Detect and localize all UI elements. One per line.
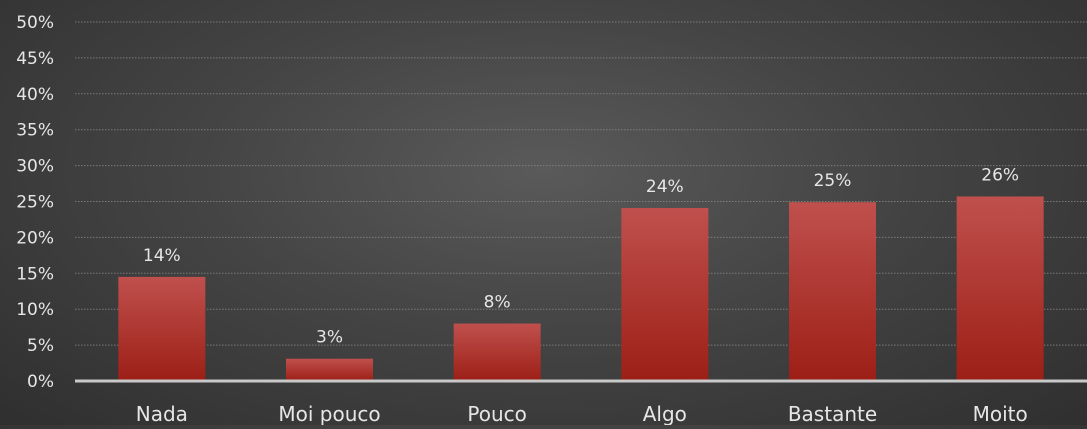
y-tick-label: 15% (16, 264, 54, 284)
data-labels: 14% 3% 8% 24% 25% 26% (143, 165, 1019, 347)
bar (789, 202, 876, 381)
y-axis-ticks: 0% 5% 10% 15% 20% 25% 30% 35% 40% 45% 50% (16, 13, 54, 392)
data-label: 26% (981, 165, 1019, 185)
data-label: 8% (484, 293, 511, 313)
y-tick-label: 20% (16, 228, 54, 248)
x-tick-label: Nada (136, 402, 188, 425)
data-label: 14% (143, 246, 181, 266)
x-tick-label: Algo (643, 402, 687, 425)
x-tick-label: Moi pouco (278, 402, 380, 425)
y-tick-label: 0% (27, 372, 54, 392)
bar (956, 196, 1044, 381)
gridlines (75, 21, 1087, 346)
bar (118, 276, 206, 381)
y-tick-label: 40% (16, 85, 54, 105)
bar (286, 358, 373, 381)
y-tick-label: 30% (16, 157, 54, 177)
data-label: 24% (646, 177, 684, 197)
data-label: 25% (814, 171, 852, 191)
x-axis-ticks: Nada Moi pouco Pouco Algo Bastante Moito (136, 402, 1028, 426)
x-tick-label: Bastante (788, 402, 877, 425)
bar (453, 323, 541, 381)
y-tick-label: 25% (16, 193, 54, 213)
y-tick-label: 10% (16, 300, 54, 320)
y-tick-label: 5% (27, 336, 54, 356)
bar (621, 207, 709, 381)
x-tick-label: Pouco (467, 402, 527, 425)
y-tick-label: 45% (16, 49, 54, 69)
data-label: 3% (316, 328, 343, 348)
y-tick-label: 50% (16, 13, 54, 33)
x-tick-label: Moito (973, 402, 1028, 425)
bars (118, 196, 1044, 381)
y-tick-label: 35% (16, 121, 54, 141)
